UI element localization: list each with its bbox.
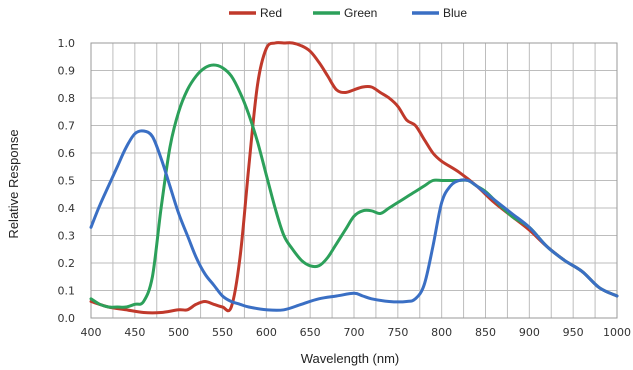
y-tick-label: 0.8 [58,92,76,105]
y-tick-label: 0.3 [58,230,76,243]
y-tick-label: 0.4 [58,202,76,215]
x-tick-label: 400 [81,326,102,339]
y-tick-label: 0.9 [58,65,76,78]
x-tick-label: 800 [431,326,452,339]
x-axis-ticks: 400 450 500 550 600 650 700 750 800 850 900 950 1000 [81,326,632,339]
y-axis-title: Relative Response [6,129,21,238]
y-tick-label: 0.7 [58,120,76,133]
series-line-blue [89,129,619,312]
x-tick-label: 750 [387,326,408,339]
x-tick-label: 550 [212,326,233,339]
x-tick-label: 450 [124,326,145,339]
x-tick-label: 850 [475,326,496,339]
legend-label-red: Red [260,6,282,20]
x-tick-label: 600 [256,326,277,339]
y-axis-ticks: 0.0 0.1 0.2 0.3 0.4 0.5 0.6 0.7 0.8 0.9 1.0 [58,37,76,325]
x-tick-label: 700 [344,326,365,339]
legend: Red Green Blue [229,6,467,20]
plot-frame [90,42,618,319]
y-tick-label: 0.1 [58,285,76,298]
y-tick-label: 0.5 [58,175,76,188]
x-axis-title: Wavelength (nm) [301,351,400,366]
legend-label-blue: Blue [443,6,467,20]
series-layer [89,41,619,315]
x-tick-label: 1000 [603,326,631,339]
y-tick-label: 0.0 [58,312,76,325]
x-tick-label: 500 [168,326,189,339]
grid [90,42,618,319]
x-tick-label: 650 [300,326,321,339]
plot-area-border [90,42,618,319]
y-tick-label: 0.2 [58,257,76,270]
y-tick-label: 0.6 [58,147,76,160]
x-tick-label: 900 [519,326,540,339]
x-tick-label: 950 [563,326,584,339]
legend-label-green: Green [344,6,377,20]
y-tick-label: 1.0 [58,37,76,50]
